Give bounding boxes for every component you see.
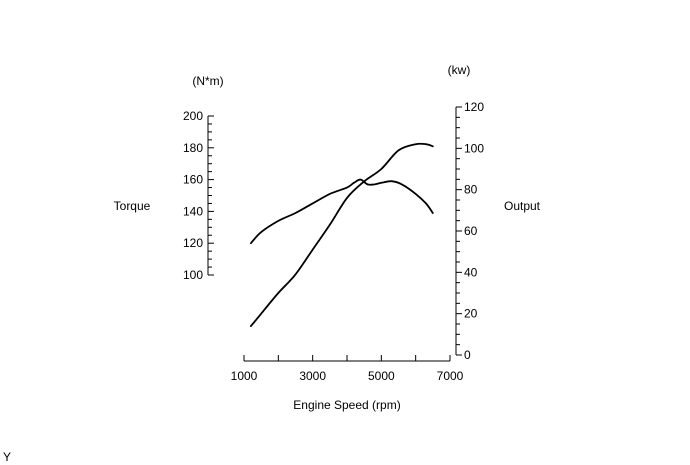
series-curves xyxy=(250,142,434,327)
x-tick-label: 1000 xyxy=(231,369,258,383)
x-tick-label: 5000 xyxy=(368,369,395,383)
right-tick-label: 0 xyxy=(464,348,471,362)
left-tick-label: 160 xyxy=(183,173,203,187)
x-axis-label: Engine Speed (rpm) xyxy=(293,398,400,412)
x-tick-label: 7000 xyxy=(437,369,464,383)
left-axis-unit: (N*m) xyxy=(192,74,223,88)
right-tick-label: 80 xyxy=(464,183,478,197)
left-tick-label: 120 xyxy=(183,236,203,250)
left-tick-label: 180 xyxy=(183,141,203,155)
right-tick-label: 100 xyxy=(464,141,484,155)
corner-mark: Y xyxy=(3,450,11,464)
right-tick-label: 60 xyxy=(464,224,478,238)
left-tick-label: 200 xyxy=(183,109,203,123)
left-tick-label: 100 xyxy=(183,268,203,282)
left-axis-label: Torque xyxy=(114,199,151,213)
output-curve xyxy=(250,142,434,327)
torque-curve xyxy=(250,178,434,245)
x-axis: 1000 3000 5000 7000 xyxy=(231,355,464,383)
x-tick-label: 3000 xyxy=(299,369,326,383)
right-axis-unit: (kw) xyxy=(448,63,471,77)
left-tick-label: 140 xyxy=(183,204,203,218)
left-axis: 100 120 140 160 180 200 xyxy=(183,109,214,282)
right-axis-label: Output xyxy=(504,199,541,213)
right-tick-label: 20 xyxy=(464,307,478,321)
right-tick-label: 40 xyxy=(464,265,478,279)
right-tick-label: 120 xyxy=(464,100,484,114)
right-axis: 0 20 40 60 80 100 120 xyxy=(455,100,484,362)
